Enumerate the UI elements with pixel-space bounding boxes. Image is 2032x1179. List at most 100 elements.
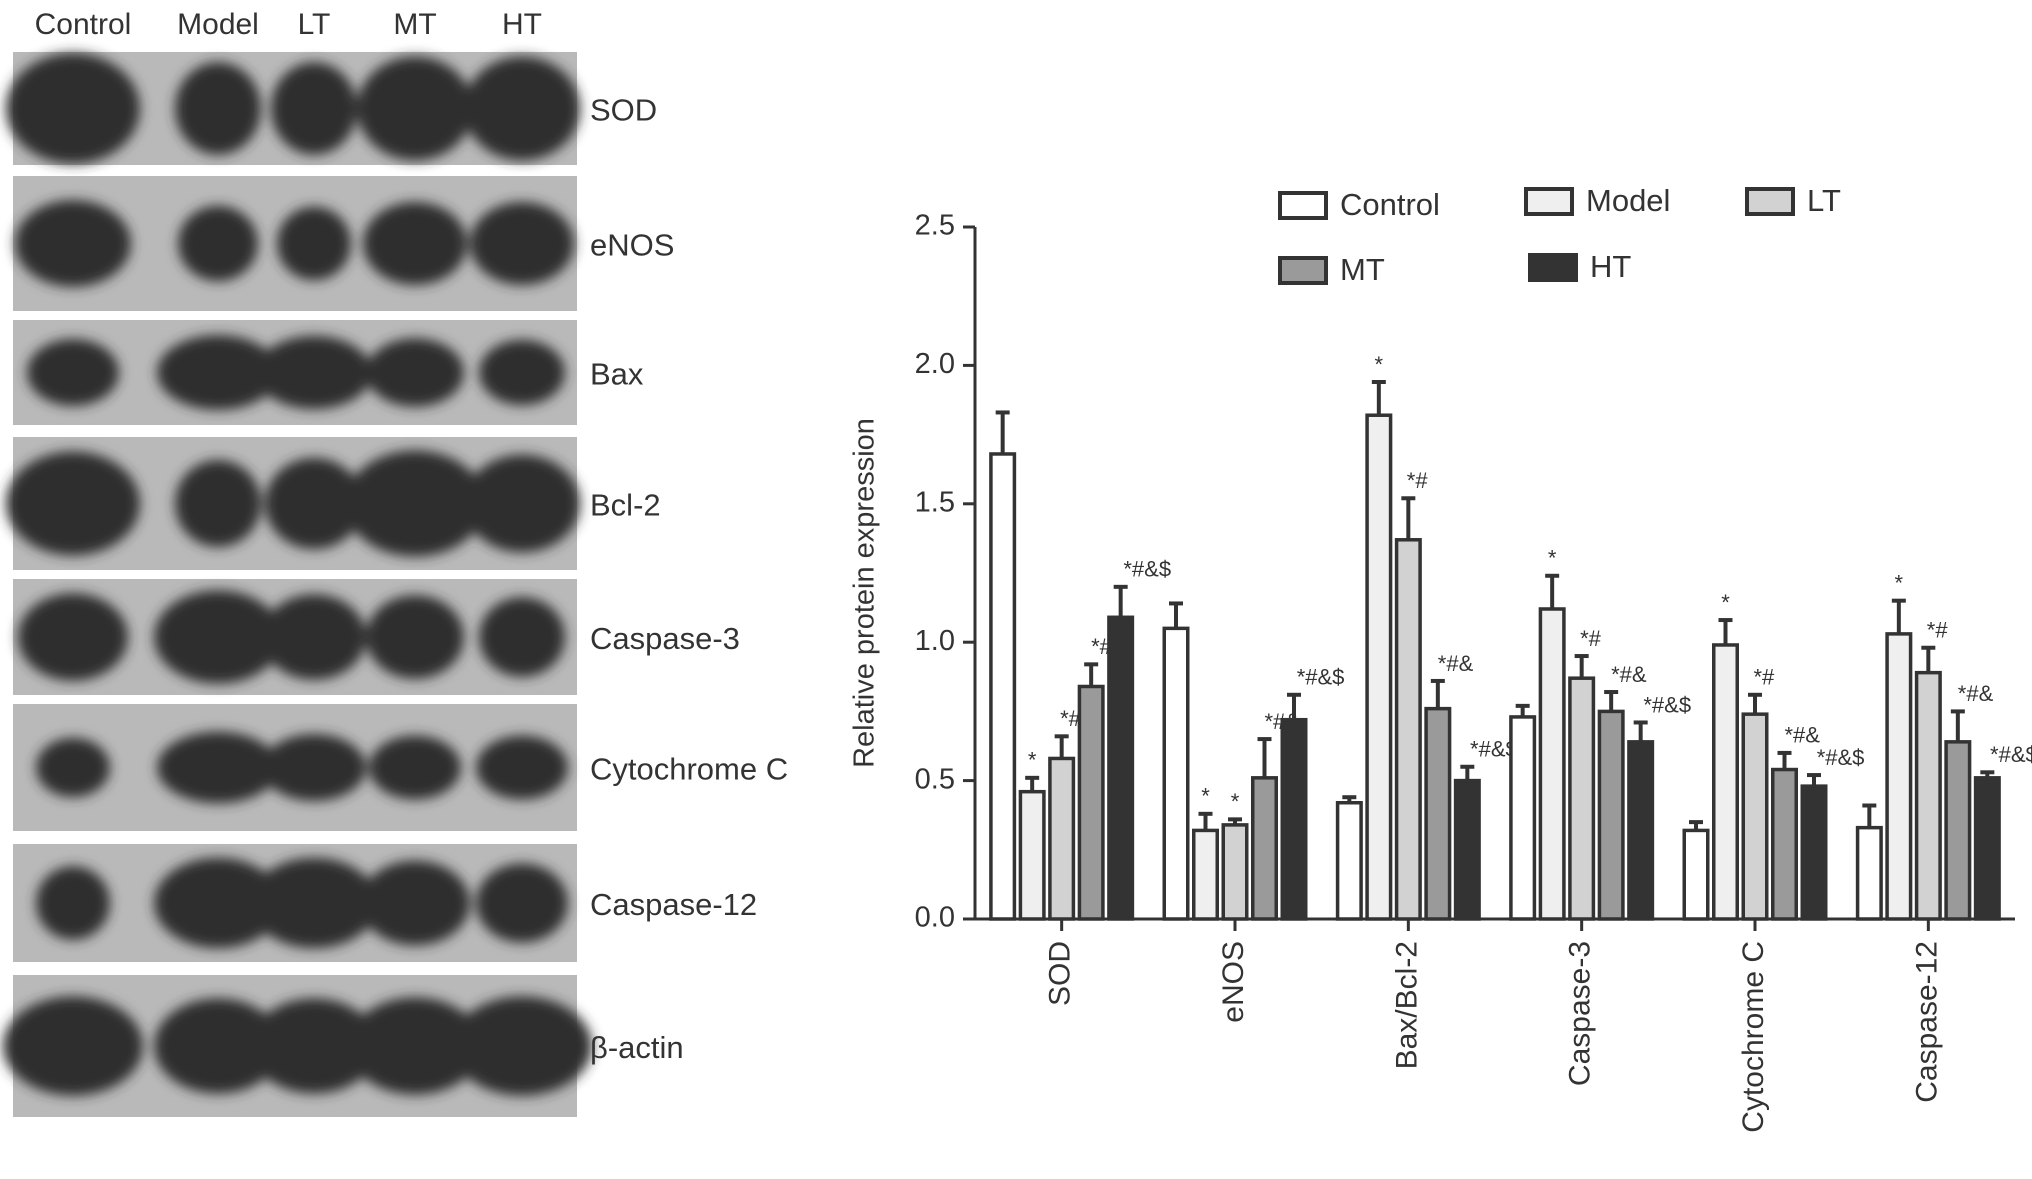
lane-label: Model xyxy=(177,8,259,41)
significance-label: *#&$ xyxy=(1817,745,1865,770)
x-tick-label: SOD xyxy=(1044,941,1077,1006)
significance-label: * xyxy=(1231,789,1240,814)
blot-bands xyxy=(36,857,568,949)
bar xyxy=(1973,776,2001,921)
band xyxy=(6,53,140,164)
bar xyxy=(1712,643,1739,921)
band xyxy=(470,201,574,286)
band xyxy=(157,731,279,804)
band xyxy=(154,998,282,1094)
lane-label: HT xyxy=(502,8,542,41)
band xyxy=(250,857,378,949)
bar xyxy=(1453,778,1481,921)
bar xyxy=(1335,800,1363,921)
bar xyxy=(1221,823,1249,921)
band xyxy=(479,339,565,406)
band xyxy=(6,451,140,556)
bar xyxy=(1855,825,1883,921)
bar xyxy=(1394,538,1422,921)
band xyxy=(348,997,482,1095)
legend-swatch xyxy=(1278,256,1328,285)
significance-label: *#&$ xyxy=(1123,557,1171,582)
x-tick-label: eNOS xyxy=(1217,941,1250,1023)
band xyxy=(262,594,366,680)
significance-label: * xyxy=(1201,784,1210,809)
band xyxy=(175,62,261,155)
band xyxy=(256,335,372,410)
protein-label: Bcl-2 xyxy=(590,488,661,523)
bar xyxy=(1771,767,1798,921)
y-tick-label: 2.0 xyxy=(915,348,955,380)
band xyxy=(154,590,282,684)
bar xyxy=(1568,676,1596,921)
band xyxy=(366,595,464,679)
significance-label: *# xyxy=(1753,665,1775,690)
significance-label: *# xyxy=(1060,706,1082,731)
lane-label: LT xyxy=(298,8,331,41)
blot-bands xyxy=(15,200,574,287)
bar xyxy=(1280,717,1308,921)
band xyxy=(36,737,110,798)
band xyxy=(464,56,580,161)
band xyxy=(369,735,461,800)
bar xyxy=(1914,670,1942,921)
bar xyxy=(1018,789,1046,921)
legend-label: HT xyxy=(1590,249,1631,284)
y-tick-label: 1.5 xyxy=(915,486,955,518)
x-tick-label: Caspase-3 xyxy=(1564,941,1597,1086)
protein-label: Caspase-3 xyxy=(590,621,740,656)
significance-label: *#&$ xyxy=(1990,742,2032,767)
bar xyxy=(1597,709,1625,921)
band xyxy=(452,996,592,1096)
y-axis-label: Relative protein expression xyxy=(849,418,881,768)
bar xyxy=(1944,740,1972,921)
band xyxy=(357,56,473,161)
band xyxy=(3,996,143,1096)
significance-label: * xyxy=(1895,570,1904,595)
bar xyxy=(1251,776,1278,921)
blot-bands xyxy=(6,53,580,164)
blot-bands xyxy=(36,731,568,804)
bar xyxy=(1424,706,1452,921)
protein-label: SOD xyxy=(590,93,657,128)
lane-label: MT xyxy=(393,8,436,41)
blot-bands xyxy=(27,334,565,411)
x-tick-label: Bax/Bcl-2 xyxy=(1390,941,1423,1069)
band xyxy=(363,201,467,286)
significance-label: * xyxy=(1721,590,1730,615)
legend-swatch xyxy=(1745,187,1795,216)
bar xyxy=(1162,626,1190,921)
band xyxy=(250,998,378,1094)
y-tick-label: 0.5 xyxy=(915,763,955,795)
protein-label: Cytochrome C xyxy=(590,752,788,787)
band xyxy=(175,459,261,548)
bar xyxy=(1192,828,1219,921)
blot-bands xyxy=(18,590,565,684)
significance-label: * xyxy=(1375,352,1384,377)
significance-label: *#& xyxy=(1438,651,1474,676)
significance-label: *#&$ xyxy=(1297,665,1345,690)
band xyxy=(464,454,580,553)
y-tick-label: 1.0 xyxy=(915,625,955,657)
band xyxy=(479,597,565,677)
bar xyxy=(989,452,1017,921)
band xyxy=(157,334,279,411)
significance-label: * xyxy=(1028,748,1037,773)
significance-label: *#& xyxy=(1784,723,1820,748)
band xyxy=(154,857,282,949)
protein-label: Caspase-12 xyxy=(590,887,757,922)
legend-swatch xyxy=(1528,253,1578,282)
legend-label: LT xyxy=(1807,183,1841,218)
significance-label: *#& xyxy=(1611,662,1647,687)
band xyxy=(178,205,258,282)
significance-label: *#&$ xyxy=(1643,692,1691,717)
band xyxy=(277,206,351,281)
significance-label: * xyxy=(1548,546,1557,571)
bar xyxy=(1885,632,1913,921)
bar xyxy=(1741,712,1769,921)
significance-label: *# xyxy=(1927,618,1949,643)
band xyxy=(366,338,464,407)
significance-label: *#& xyxy=(1958,681,1994,706)
